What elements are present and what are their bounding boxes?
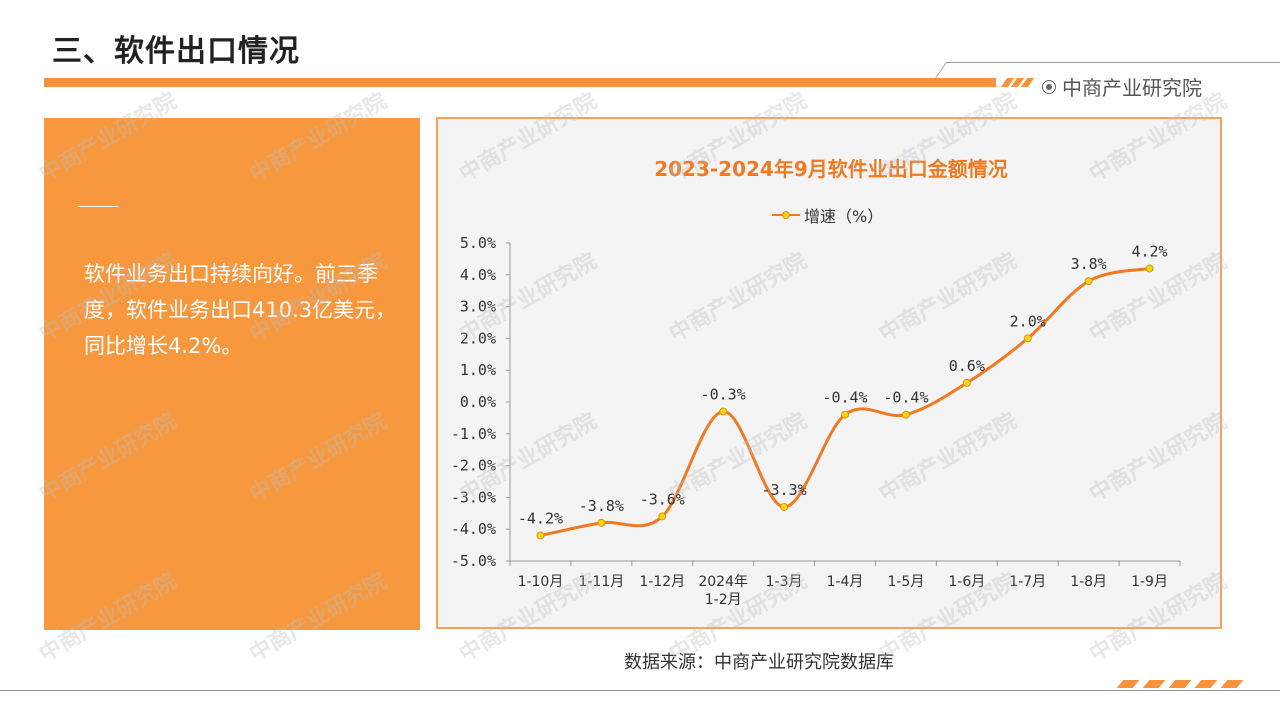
data-point [597,518,606,527]
data-point [962,378,971,387]
footer-divider [0,690,1280,691]
x-tick-label: 1-2月 [705,592,742,608]
summary-text: 软件业务出口持续向好。前三季度，软件业务出口410.3亿美元，同比增长4.2%。 [84,262,397,358]
x-tick-label: 1-7月 [1009,574,1046,590]
data-label: -0.3% [701,386,746,404]
data-source: 数据来源：中商产业研究院数据库 [624,652,894,673]
x-tick-label: 1-12月 [639,574,685,590]
data-point [780,502,789,511]
footer-stripe [1194,680,1218,688]
data-point [1084,277,1093,286]
data-point [719,407,728,416]
y-tick-label: 1.0% [460,361,496,379]
data-label: -3.3% [762,481,807,499]
data-label: 4.2% [1131,242,1167,260]
data-label: 3.8% [1071,255,1107,273]
x-tick-label: 1-4月 [827,574,864,590]
x-tick-label: 2024年 [698,574,748,590]
data-point [1023,334,1032,343]
y-tick-label: -3.0% [451,488,496,506]
data-label: -4.2% [518,510,563,528]
brand-label: 中商产业研究院 [1042,72,1202,101]
x-tick-label: 1-8月 [1070,574,1107,590]
data-label: -0.4% [822,389,867,407]
chart-panel: 2023-2024年9月软件业出口金额情况 增速（%） 5.0% 4.0% 3.0%… [436,117,1222,629]
header-divider [946,62,1280,63]
data-point [536,531,545,540]
data-point [841,410,849,419]
footer-stripe [1116,680,1140,688]
y-tick-label: -2.0% [451,457,496,475]
data-label: -3.6% [640,490,685,508]
summary-divider [78,206,118,207]
footer-stripe [1220,680,1244,688]
x-tick-label: 1-5月 [887,574,924,590]
data-point [658,512,667,521]
data-point [901,410,910,419]
data-label: 0.6% [949,357,985,375]
chart-title: 2023-2024年9月软件业出口金额情况 [654,157,1008,181]
y-tick-label: 4.0% [460,266,496,284]
chart-legend: 增速（%） [772,203,883,227]
y-tick-label: 3.0% [460,298,496,316]
y-tick-label: -4.0% [451,520,496,538]
data-label: -3.8% [579,497,624,515]
y-tick-label: 2.0% [460,329,496,347]
legend-line-marker-icon [772,210,800,220]
summary-panel: 软件业务出口持续向好。前三季度，软件业务出口410.3亿美元，同比增长4.2%。 [44,118,420,630]
x-tick-label: 1-10月 [518,574,564,590]
y-tick-label: 0.0% [460,393,496,411]
brand-name: 中商产业研究院 [1062,76,1202,100]
data-point [1145,264,1154,273]
footer-stripe [1142,680,1166,688]
legend-label: 增速（%） [804,207,884,226]
data-label: -0.4% [883,389,928,407]
page-title: 三、软件出口情况 [52,34,300,69]
x-tick-label: 1-9月 [1131,574,1168,590]
y-tick-label: -5.0% [451,552,496,570]
y-tick-label: -1.0% [451,425,496,443]
y-tick-label: 5.0% [460,234,496,252]
x-tick-label: 1-3月 [766,574,803,590]
line-chart: 5.0% 4.0% 3.0% 2.0% 1.0% 0.0% -1.0% -2.0% -3.0% -… [451,234,1181,608]
brand-dot-icon [1042,79,1056,94]
footer-stripe [1168,680,1192,688]
x-tick-label: 1-6月 [948,574,985,590]
title-underline-bar [44,78,996,87]
x-tick-label: 1-11月 [578,574,624,590]
data-label: 2.0% [1010,312,1046,330]
